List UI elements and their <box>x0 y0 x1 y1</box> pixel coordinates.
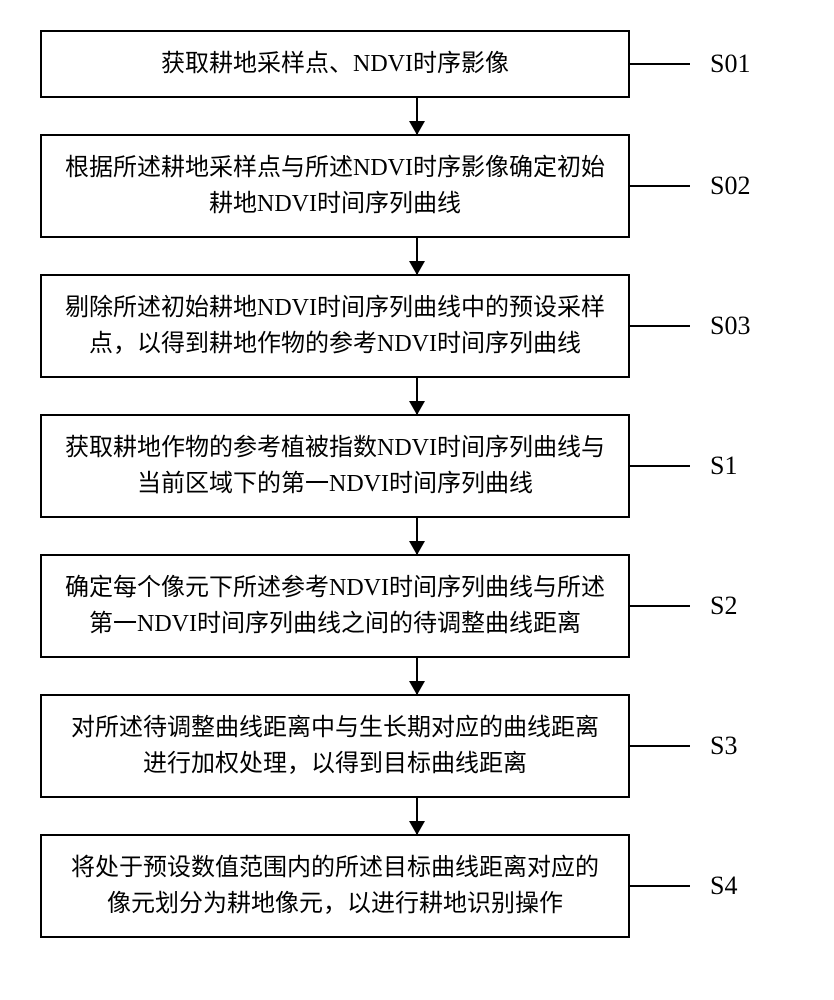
connector-line <box>630 885 690 887</box>
step-label: S03 <box>710 311 750 341</box>
step-text: 根据所述耕地采样点与所述NDVI时序影像确定初始耕地NDVI时间序列曲线 <box>65 155 605 217</box>
connector-line <box>630 185 690 187</box>
step-text: 将处于预设数值范围内的所述目标曲线距离对应的像元划分为耕地像元，以进行耕地识别操… <box>71 855 599 917</box>
arrow-down-icon <box>416 518 418 554</box>
step-row: 对所述待调整曲线距离中与生长期对应的曲线距离进行加权处理，以得到目标曲线距离 S… <box>40 694 794 798</box>
flowchart-container: 获取耕地采样点、NDVI时序影像 S01 根据所述耕地采样点与所述NDVI时序影… <box>0 20 834 948</box>
arrow-container <box>122 658 712 694</box>
step-text: 获取耕地作物的参考植被指数NDVI时间序列曲线与当前区域下的第一NDVI时间序列… <box>65 435 605 497</box>
step-row: 根据所述耕地采样点与所述NDVI时序影像确定初始耕地NDVI时间序列曲线 S02 <box>40 134 794 238</box>
step-box: 获取耕地作物的参考植被指数NDVI时间序列曲线与当前区域下的第一NDVI时间序列… <box>40 414 630 518</box>
connector-line <box>630 745 690 747</box>
step-label: S1 <box>710 451 737 481</box>
connector-line <box>630 325 690 327</box>
step-label: S02 <box>710 171 750 201</box>
arrow-container <box>122 98 712 134</box>
connector-line <box>630 605 690 607</box>
step-row: 将处于预设数值范围内的所述目标曲线距离对应的像元划分为耕地像元，以进行耕地识别操… <box>40 834 794 938</box>
step-text: 剔除所述初始耕地NDVI时间序列曲线中的预设采样点，以得到耕地作物的参考NDVI… <box>65 295 605 357</box>
arrow-down-icon <box>416 98 418 134</box>
step-row: 获取耕地采样点、NDVI时序影像 S01 <box>40 30 794 98</box>
step-row: 确定每个像元下所述参考NDVI时间序列曲线与所述第一NDVI时间序列曲线之间的待… <box>40 554 794 658</box>
step-text: 确定每个像元下所述参考NDVI时间序列曲线与所述第一NDVI时间序列曲线之间的待… <box>65 575 605 637</box>
step-box: 对所述待调整曲线距离中与生长期对应的曲线距离进行加权处理，以得到目标曲线距离 <box>40 694 630 798</box>
step-box: 根据所述耕地采样点与所述NDVI时序影像确定初始耕地NDVI时间序列曲线 <box>40 134 630 238</box>
arrow-container <box>122 518 712 554</box>
arrow-container <box>122 238 712 274</box>
step-text: 对所述待调整曲线距离中与生长期对应的曲线距离进行加权处理，以得到目标曲线距离 <box>71 715 599 777</box>
arrow-down-icon <box>416 378 418 414</box>
step-text: 获取耕地采样点、NDVI时序影像 <box>161 51 509 77</box>
arrow-down-icon <box>416 238 418 274</box>
arrow-down-icon <box>416 658 418 694</box>
step-label: S3 <box>710 731 737 761</box>
step-label: S4 <box>710 871 737 901</box>
step-box: 确定每个像元下所述参考NDVI时间序列曲线与所述第一NDVI时间序列曲线之间的待… <box>40 554 630 658</box>
step-label: S2 <box>710 591 737 621</box>
arrow-container <box>122 798 712 834</box>
step-row: 获取耕地作物的参考植被指数NDVI时间序列曲线与当前区域下的第一NDVI时间序列… <box>40 414 794 518</box>
step-box: 获取耕地采样点、NDVI时序影像 <box>40 30 630 98</box>
arrow-down-icon <box>416 798 418 834</box>
step-box: 剔除所述初始耕地NDVI时间序列曲线中的预设采样点，以得到耕地作物的参考NDVI… <box>40 274 630 378</box>
step-box: 将处于预设数值范围内的所述目标曲线距离对应的像元划分为耕地像元，以进行耕地识别操… <box>40 834 630 938</box>
step-row: 剔除所述初始耕地NDVI时间序列曲线中的预设采样点，以得到耕地作物的参考NDVI… <box>40 274 794 378</box>
connector-line <box>630 63 690 65</box>
arrow-container <box>122 378 712 414</box>
step-label: S01 <box>710 49 750 79</box>
connector-line <box>630 465 690 467</box>
